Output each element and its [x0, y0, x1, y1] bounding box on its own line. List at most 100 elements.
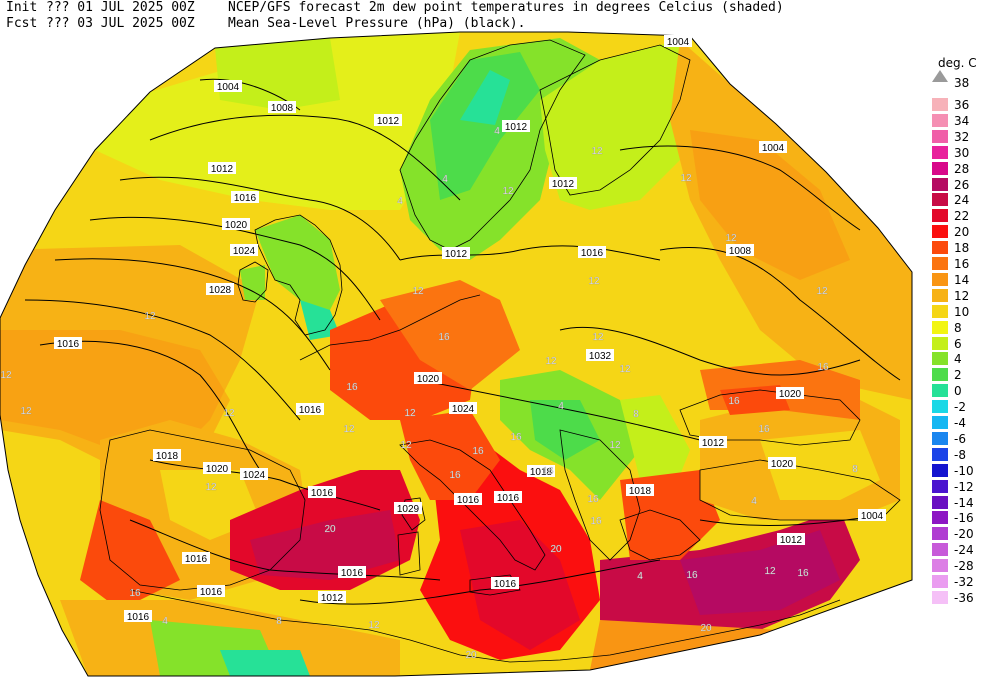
dewpoint-contour-label: 12	[680, 173, 692, 184]
legend-swatch	[932, 320, 948, 334]
dewpoint-contour-label: 16	[129, 588, 141, 599]
legend-value: 2	[954, 368, 962, 383]
isobar-label: 1012	[208, 162, 236, 175]
dewpoint-contour-label: 20	[550, 544, 562, 555]
header-row-2: Fcst ??? 03 JUL 2025 00Z Mean Sea-Level Pr…	[6, 16, 826, 32]
isobar-label: 1012	[374, 114, 402, 127]
dewpoint-contour-label: 16	[449, 470, 461, 481]
isobar-label: 1016	[54, 337, 82, 350]
isobar-label-text: 1016	[57, 339, 80, 350]
isobar-label: 1004	[759, 141, 787, 154]
legend-swatch	[932, 161, 948, 175]
dewpoint-contour-label: 16	[587, 494, 599, 505]
dewpoint-contour-label: 16	[758, 424, 770, 435]
legend-value: 34	[954, 113, 970, 128]
isobar-label-text: 1018	[530, 467, 553, 478]
legend-value: -20	[954, 527, 974, 542]
dewpoint-contour-label: 20	[465, 650, 477, 661]
dewpoint-contour-label: 16	[686, 570, 698, 581]
legend-swatch	[932, 431, 948, 445]
legend-swatch	[932, 400, 948, 414]
isobar-label: 1018	[527, 465, 555, 478]
isobar-label: 1004	[214, 80, 242, 93]
isobar-labels: 1004 1004 1008 1012 1012 1012 1004 1016 1012 1020…	[54, 35, 886, 623]
isobar-label: 1012	[699, 436, 727, 449]
legend-swatch	[932, 304, 948, 318]
isobar-label-text: 1012	[780, 535, 803, 546]
legend-value: 30	[954, 145, 970, 160]
dewpoint-contour-label: 4	[751, 496, 757, 507]
isobar-label: 1016	[197, 585, 225, 598]
map-header: Init ??? 01 JUL 2025 00Z NCEP/GFS forecast…	[6, 0, 826, 32]
legend-top-value: 38	[954, 76, 970, 90]
fcst-label: Fcst	[6, 16, 38, 31]
isobar-label: 1012	[777, 533, 805, 546]
isobar-label: 1020	[203, 462, 231, 475]
dewpoint-contour-label: 12	[368, 620, 380, 631]
isobar-label: 1016	[338, 566, 366, 579]
legend-swatch	[932, 559, 948, 573]
legend-value: -14	[954, 495, 974, 510]
legend-swatch	[932, 575, 948, 588]
dewpoint-contour-label: 12	[545, 356, 557, 367]
legend-value: 12	[954, 288, 970, 303]
legend-value: -4	[954, 416, 966, 430]
legend-value: -16	[954, 511, 974, 526]
isobar-label-text: 1020	[417, 374, 440, 385]
dewpoint-contour-label: 8	[852, 464, 858, 475]
isobar-label-text: 1016	[200, 587, 223, 598]
isobar-label-text: 1016	[497, 493, 520, 504]
isobar-label-text: 1016	[494, 579, 517, 590]
legend-swatch	[932, 209, 948, 223]
dewpoint-contour-label: 16	[797, 568, 809, 579]
isobar-label-text: 1016	[341, 568, 364, 579]
legend-swatch	[932, 336, 948, 350]
legend-overflow-arrow-icon	[932, 70, 948, 82]
fcst-date: ??? 03 JUL 2025 00Z	[46, 16, 195, 31]
isobar-label: 1016	[578, 246, 606, 259]
isobar-label-text: 1029	[397, 504, 420, 515]
legend-swatch	[932, 447, 948, 461]
legend-swatch	[932, 527, 948, 541]
legend-swatch	[932, 113, 948, 127]
isobar-label: 1028	[206, 283, 234, 296]
isobar-label: 1004	[858, 509, 886, 522]
legend-swatch	[932, 368, 948, 382]
isobar-label-text: 1016	[185, 554, 208, 565]
dewpoint-contour-label: 12	[404, 408, 416, 419]
legend-value: -24	[954, 543, 974, 558]
isobar-label: 1016	[308, 486, 336, 499]
isobar-label: 1020	[776, 387, 804, 400]
legend-swatch	[932, 543, 948, 557]
legend-value: 10	[954, 304, 970, 319]
isobar-label-text: 1012	[505, 122, 528, 133]
legend-swatch	[932, 590, 948, 604]
dewpoint-contour-label: 4	[162, 616, 168, 627]
dewpoint-contour-label: 4	[637, 571, 643, 582]
dewpoint-contour-label: 8	[633, 409, 639, 420]
legend-swatch	[932, 177, 948, 191]
isobar-label-text: 1012	[211, 164, 234, 175]
isobar-label-text: 1016	[234, 193, 257, 204]
isobar-label-text: 1012	[321, 593, 344, 604]
isobar-label-text: 1020	[225, 220, 248, 231]
isobar-label-text: 1020	[206, 464, 229, 475]
isobar-label-text: 1028	[209, 285, 232, 296]
isobar-label: 1016	[182, 552, 210, 565]
isobar-label: 1012	[502, 120, 530, 133]
isobar-label-text: 1024	[452, 404, 475, 415]
legend-value: 0	[954, 384, 962, 399]
map-domain-outline	[0, 31, 913, 677]
isobar-label-text: 1018	[629, 486, 652, 497]
legend-value: -6	[954, 431, 966, 446]
legend-swatch	[932, 511, 948, 525]
isobar-label-text: 1004	[667, 37, 690, 48]
isobar-label-text: 1020	[779, 389, 802, 400]
isobar-label: 1020	[414, 372, 442, 385]
legend-swatch	[932, 416, 948, 429]
isobar-label: 1024	[230, 244, 258, 257]
isobar-label: 1018	[626, 484, 654, 497]
isobar-label: 1012	[318, 591, 346, 604]
init-label: Init	[6, 0, 38, 15]
